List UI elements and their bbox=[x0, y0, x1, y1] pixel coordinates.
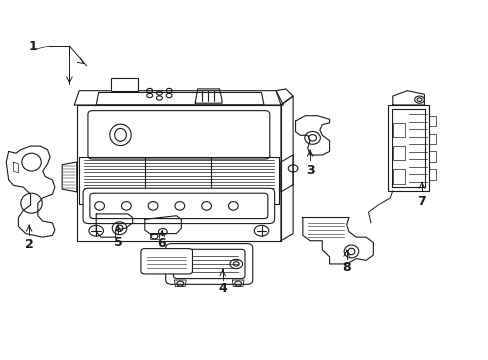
Bar bbox=[391, 109, 425, 187]
Bar bbox=[428, 169, 435, 180]
Bar bbox=[387, 105, 428, 191]
Polygon shape bbox=[79, 157, 278, 204]
Bar bbox=[428, 152, 435, 162]
Text: 2: 2 bbox=[25, 238, 33, 251]
Text: 8: 8 bbox=[342, 261, 350, 274]
Polygon shape bbox=[144, 216, 181, 234]
Polygon shape bbox=[96, 214, 132, 237]
Polygon shape bbox=[96, 93, 264, 105]
Polygon shape bbox=[276, 89, 292, 105]
Bar bbox=[392, 123, 404, 137]
Polygon shape bbox=[62, 162, 77, 192]
Bar bbox=[428, 134, 435, 144]
Text: 5: 5 bbox=[114, 236, 122, 249]
Bar bbox=[428, 116, 435, 126]
Polygon shape bbox=[14, 162, 19, 173]
Polygon shape bbox=[149, 234, 159, 239]
Polygon shape bbox=[195, 89, 222, 103]
Polygon shape bbox=[302, 217, 372, 264]
FancyBboxPatch shape bbox=[88, 111, 269, 159]
Polygon shape bbox=[77, 105, 281, 241]
Text: 3: 3 bbox=[305, 164, 314, 177]
Text: 4: 4 bbox=[218, 283, 226, 296]
Polygon shape bbox=[392, 91, 424, 105]
Text: 7: 7 bbox=[417, 195, 426, 208]
FancyBboxPatch shape bbox=[141, 249, 192, 274]
Bar bbox=[392, 169, 404, 184]
FancyBboxPatch shape bbox=[165, 244, 252, 284]
FancyBboxPatch shape bbox=[83, 188, 274, 224]
Polygon shape bbox=[6, 146, 55, 237]
Bar bbox=[392, 146, 404, 160]
Polygon shape bbox=[295, 116, 329, 155]
Polygon shape bbox=[281, 155, 292, 192]
Text: 1: 1 bbox=[29, 40, 37, 53]
Bar bbox=[111, 78, 137, 91]
Polygon shape bbox=[281, 96, 292, 241]
Polygon shape bbox=[74, 91, 283, 105]
Text: 6: 6 bbox=[157, 237, 166, 250]
